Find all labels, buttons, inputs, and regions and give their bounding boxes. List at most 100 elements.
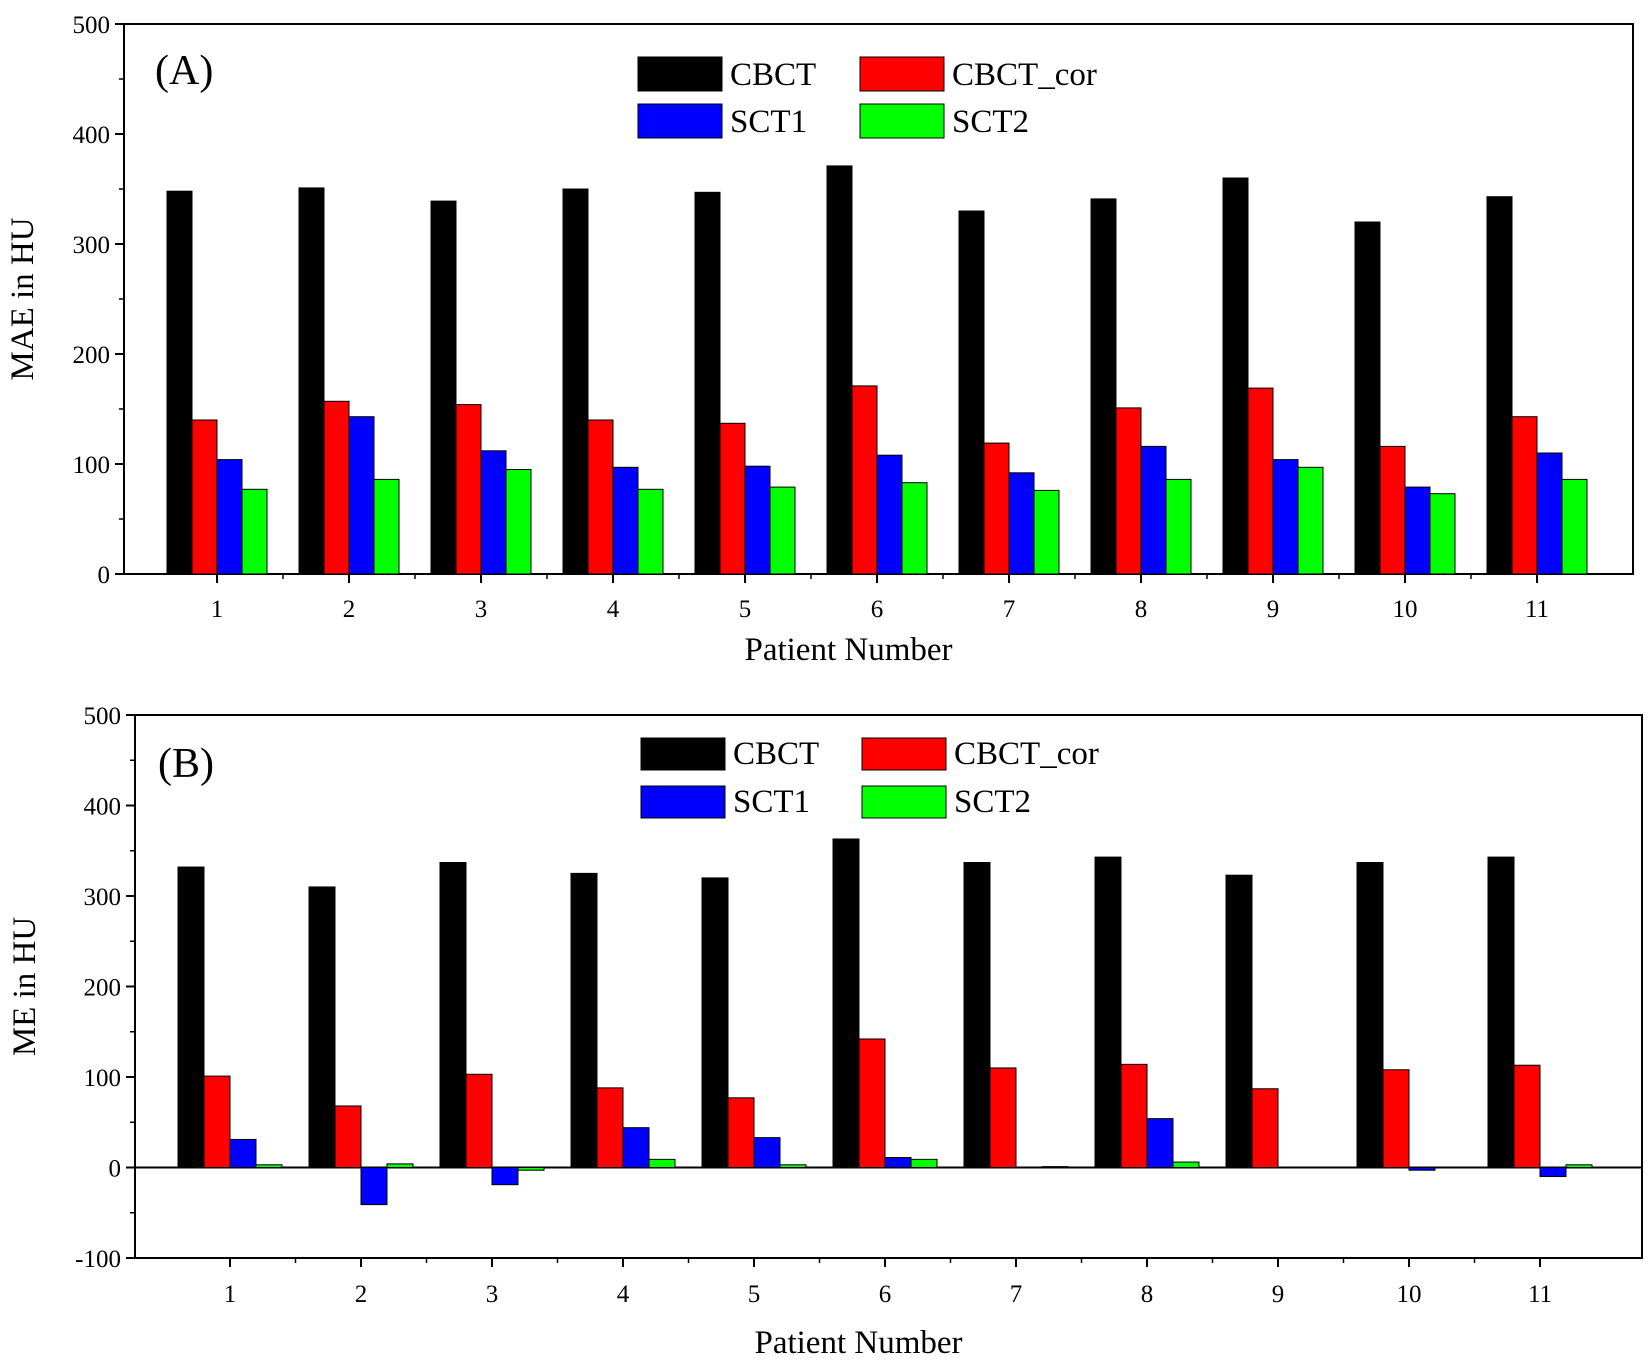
bar-cbct xyxy=(694,191,721,575)
bar-cbct xyxy=(701,877,729,1169)
x-tick-label: 1 xyxy=(224,1281,237,1308)
bar-cbct-cor xyxy=(465,1073,493,1169)
bar-cbct xyxy=(826,165,853,575)
bar-sct2 xyxy=(769,486,796,575)
bar-sct1 xyxy=(1408,1167,1436,1171)
bar-cbct xyxy=(1222,177,1249,575)
bar-sct1 xyxy=(622,1127,650,1169)
bar-sct2 xyxy=(1041,1166,1069,1168)
bar-cbct-cor xyxy=(858,1038,886,1168)
x-tick-label: 3 xyxy=(486,1281,499,1308)
y-tick-label: 500 xyxy=(84,703,122,730)
y-tick-label: 0 xyxy=(109,1156,122,1183)
bar-cbct-cor xyxy=(1379,445,1406,575)
legend-swatch-cbct-cor xyxy=(861,737,947,771)
x-tick-label: 11 xyxy=(1528,1281,1552,1308)
x-tick-label: 8 xyxy=(1141,1281,1154,1308)
x-tick-label: 1 xyxy=(211,596,224,623)
panel-label: (A) xyxy=(155,48,213,94)
x-tick-label: 10 xyxy=(1397,1281,1422,1308)
x-tick-label: 4 xyxy=(607,596,620,623)
bar-cbct-cor xyxy=(851,385,878,575)
legend-swatch-cbct xyxy=(640,737,726,771)
y-tick-label: 0 xyxy=(98,562,111,589)
x-tick-label: 7 xyxy=(1003,596,1016,623)
legend-swatch-cbct xyxy=(637,56,723,92)
bar-cbct-cor xyxy=(1382,1069,1410,1169)
x-tick-label: 9 xyxy=(1272,1281,1285,1308)
bar-cbct-cor xyxy=(1251,1088,1279,1169)
bar-cbct xyxy=(1225,874,1253,1168)
chart-panel-1: 0 100 200 300 400 500 1 2 3 4 5 6 7 8 9 10 11 Patient Num… xyxy=(5,12,1634,668)
bar-sct1 xyxy=(1536,452,1563,575)
legend-label-cbct: CBCT xyxy=(733,736,819,772)
bar-sct1 xyxy=(348,416,375,575)
x-tick-label: 6 xyxy=(871,596,884,623)
bar-sct1 xyxy=(1146,1118,1174,1169)
bar-sct2 xyxy=(648,1158,676,1168)
chart-panel-2: -100 0 100 200 300 400 500 1 2 3 4 5 6 7 8 9 10 11 Patient… xyxy=(7,703,1643,1361)
bar-sct1 xyxy=(480,450,507,575)
y-axis-title: MAE in HU xyxy=(5,217,41,380)
bar-cbct xyxy=(1356,862,1384,1168)
y-tick-label: 300 xyxy=(73,232,111,259)
bar-cbct-cor xyxy=(323,400,350,575)
bar-cbct-cor xyxy=(989,1067,1017,1168)
bar-cbct-cor xyxy=(1513,1064,1541,1168)
x-tick-label: 6 xyxy=(879,1281,892,1308)
x-tick-label: 7 xyxy=(1010,1281,1023,1308)
bar-sct2 xyxy=(373,478,400,575)
bar-sct1 xyxy=(612,466,639,575)
bar-cbct-cor xyxy=(983,442,1010,575)
legend-label-cbct: CBCT xyxy=(730,57,816,93)
bar-cbct xyxy=(308,886,336,1168)
bar-sct1 xyxy=(216,459,243,575)
bar-cbct xyxy=(166,190,193,575)
y-tick-label: 200 xyxy=(73,342,111,369)
x-tick-label: 5 xyxy=(739,596,752,623)
y-tick-label: 400 xyxy=(73,122,111,149)
bar-sct2 xyxy=(1565,1164,1593,1169)
bar-sct2 xyxy=(779,1164,807,1169)
bar-sct2 xyxy=(517,1167,545,1171)
bar-cbct xyxy=(1354,221,1381,575)
x-tick-label: 5 xyxy=(748,1281,761,1308)
bar-sct2 xyxy=(255,1164,283,1169)
bar-cbct xyxy=(958,210,985,575)
x-tick-label: 3 xyxy=(475,596,488,623)
bar-cbct xyxy=(439,862,467,1168)
panel-label: (B) xyxy=(158,741,214,787)
y-tick-label: 200 xyxy=(84,975,122,1002)
bar-cbct-cor xyxy=(587,419,614,575)
bar-sct2 xyxy=(910,1158,938,1168)
bar-sct2 xyxy=(1165,478,1192,575)
legend-label-sct1: SCT1 xyxy=(730,104,807,140)
legend-swatch-sct2 xyxy=(859,103,945,139)
legend-label-sct2: SCT2 xyxy=(952,104,1029,140)
legend-label-sct2: SCT2 xyxy=(954,784,1031,820)
x-tick-label: 4 xyxy=(617,1281,630,1308)
bar-cbct xyxy=(562,188,589,575)
bar-cbct-cor xyxy=(455,404,482,575)
bar-sct1 xyxy=(1140,445,1167,575)
bar-sct2 xyxy=(1033,489,1060,575)
bar-sct1 xyxy=(876,454,903,575)
x-tick-label: 2 xyxy=(355,1281,368,1308)
y-tick-label: 100 xyxy=(84,1065,122,1092)
bar-cbct xyxy=(1094,856,1122,1169)
legend-swatch-sct2 xyxy=(861,785,947,819)
bar-cbct xyxy=(963,862,991,1168)
bar-cbct xyxy=(1486,196,1513,575)
y-tick-label: 500 xyxy=(73,12,111,39)
bar-sct1 xyxy=(884,1157,912,1169)
bar-cbct xyxy=(177,866,205,1168)
bar-sct2 xyxy=(386,1163,414,1169)
bar-sct1 xyxy=(1008,472,1035,575)
y-tick-label: -100 xyxy=(75,1246,121,1273)
bar-sct1 xyxy=(491,1167,519,1186)
bar-cbct-cor xyxy=(727,1097,755,1168)
bar-cbct-cor xyxy=(334,1105,362,1168)
x-tick-label: 2 xyxy=(343,596,356,623)
x-tick-label: 8 xyxy=(1135,596,1148,623)
bar-cbct xyxy=(570,872,598,1168)
